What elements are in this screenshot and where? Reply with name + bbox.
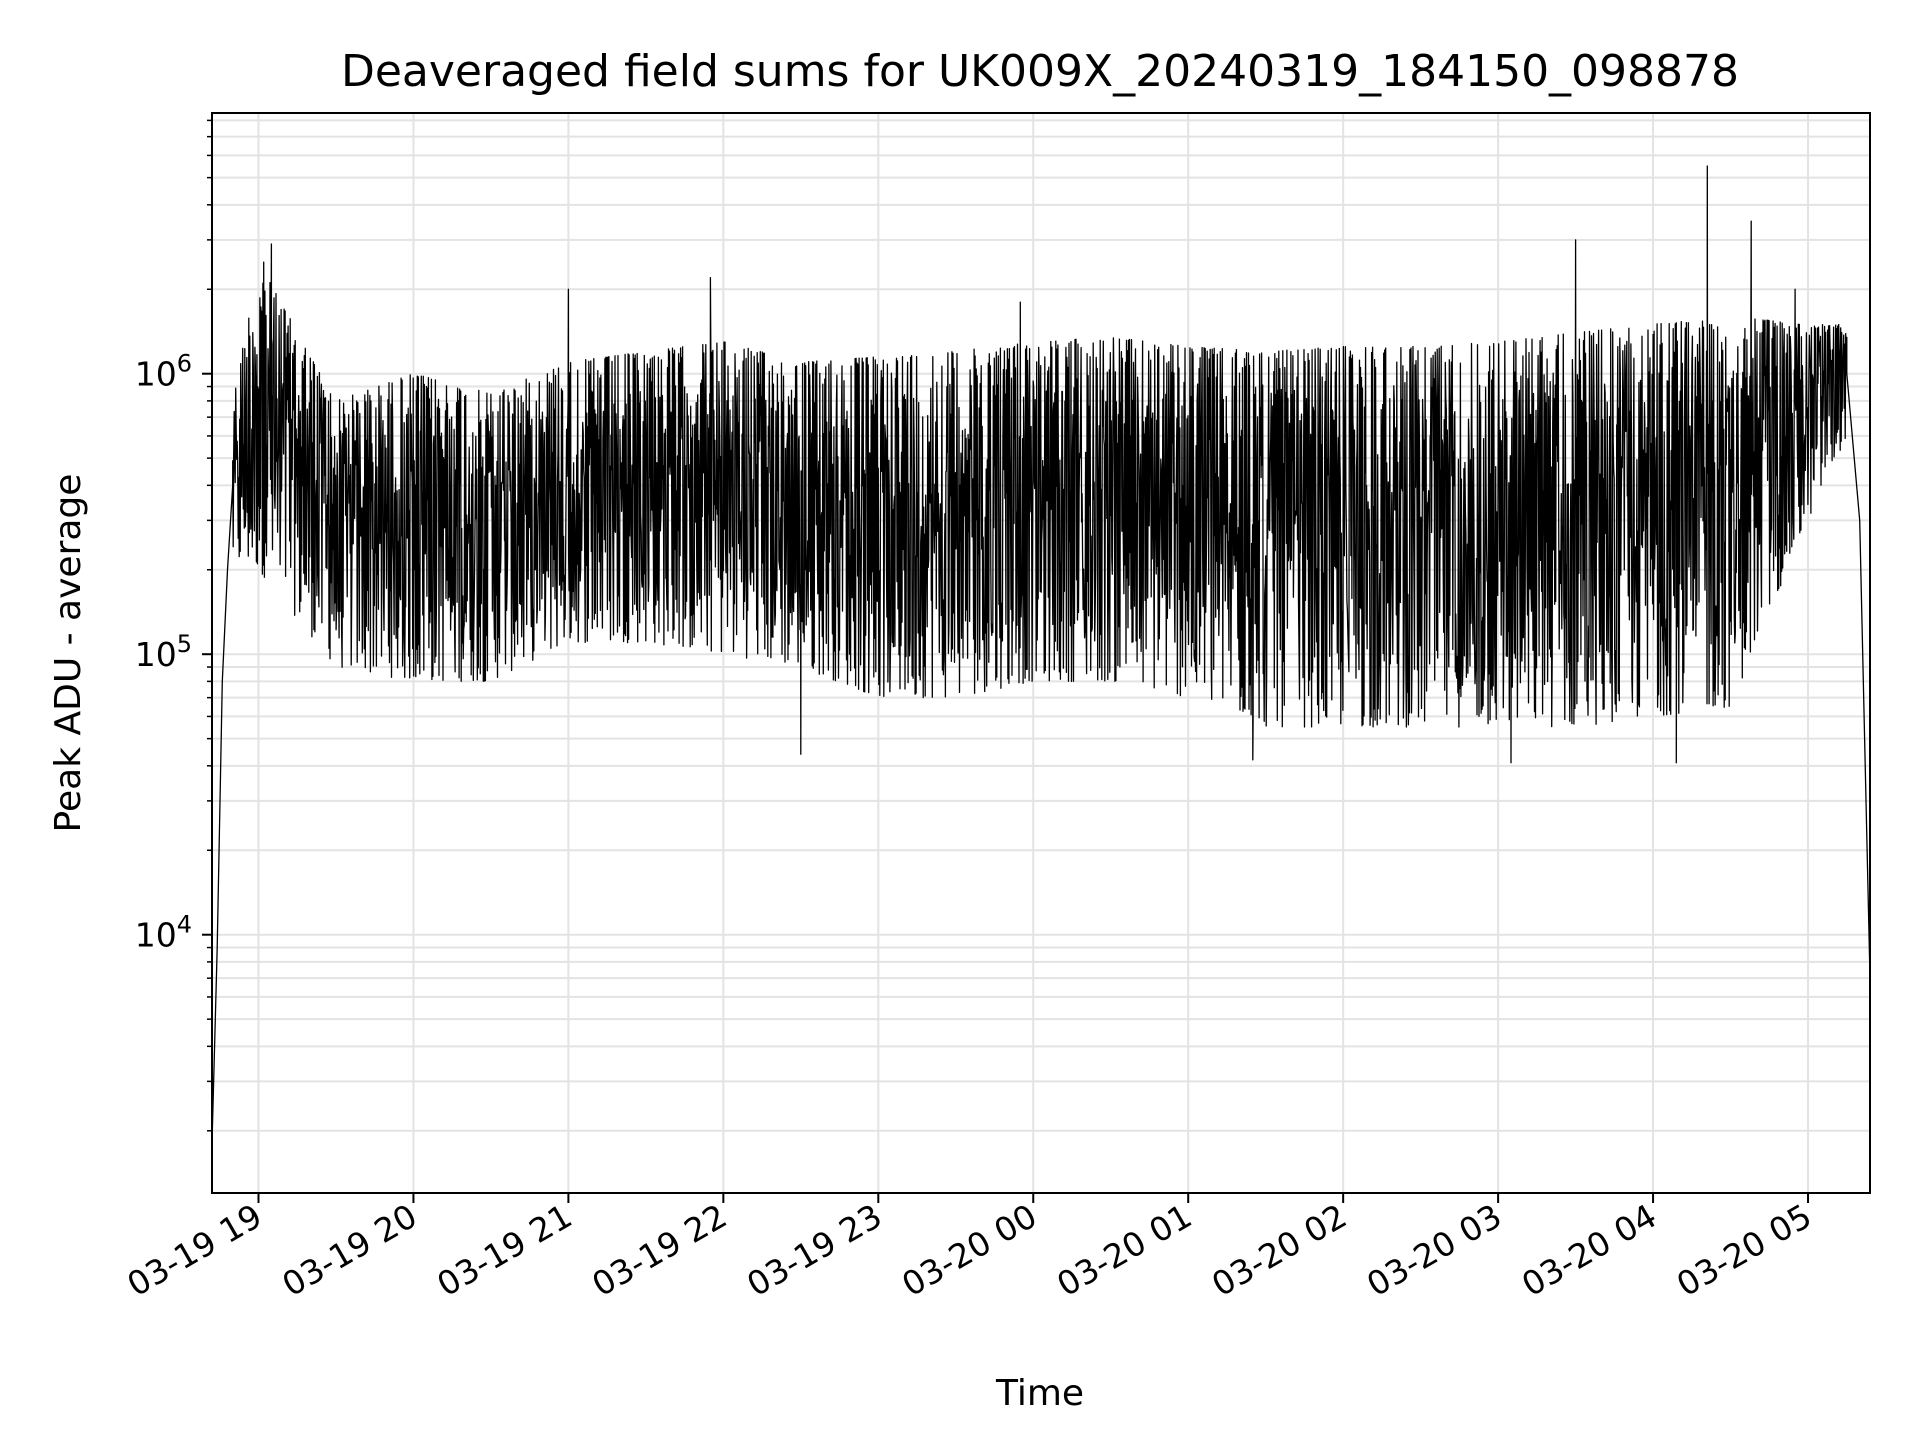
y-tick-label: 106 (135, 350, 192, 394)
y-tick-label: 104 (135, 911, 192, 955)
series-line (211, 165, 1871, 1144)
y-tick-label: 105 (135, 630, 192, 674)
y-axis-label: Peak ADU - average (48, 474, 89, 833)
x-axis-label: Time (995, 1373, 1084, 1414)
series-layer (211, 165, 1871, 1144)
chart-title: Deaveraged field sums for UK009X_2024031… (341, 46, 1739, 97)
plot-frame (211, 112, 1871, 1194)
